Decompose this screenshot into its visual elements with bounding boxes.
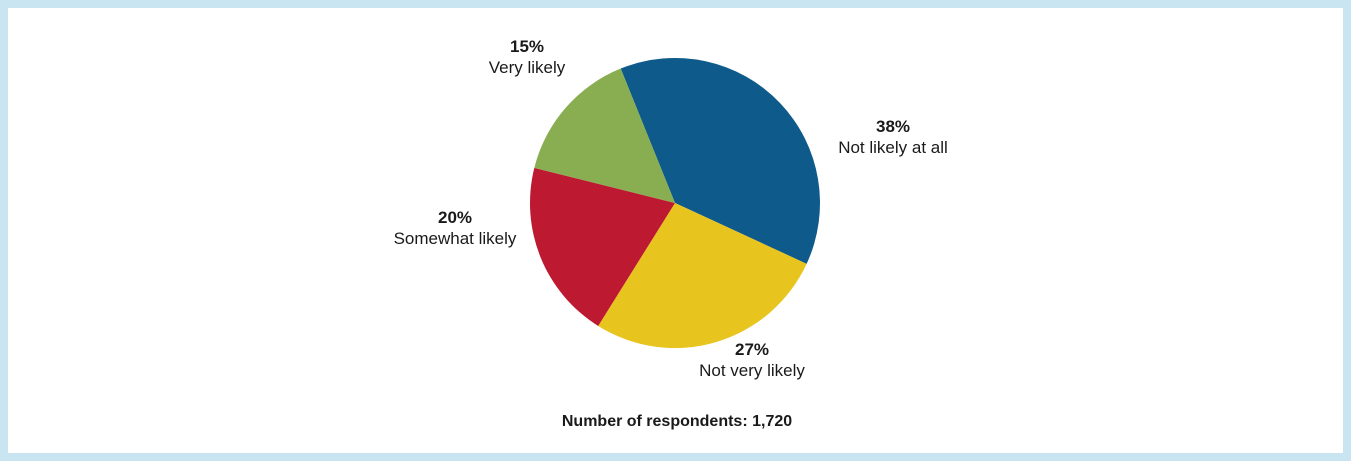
slice-percent-not-very-likely: 27%	[735, 340, 769, 359]
pie-slice-not-likely-at-all	[620, 57, 821, 264]
slice-percent-somewhat-likely: 20%	[438, 208, 472, 227]
pie-slice-not-very-likely	[598, 203, 807, 349]
respondents-note: Number of respondents: 1,720	[562, 413, 792, 430]
slice-percent-not-likely-at-all: 38%	[876, 117, 910, 136]
slice-percent-very-likely: 15%	[510, 37, 544, 56]
pie-slice-somewhat-likely	[530, 167, 675, 326]
pie-slice-very-likely	[534, 68, 675, 203]
slice-label-somewhat-likely: Somewhat likely	[394, 229, 517, 248]
slice-label-very-likely: Very likely	[489, 58, 566, 77]
pie-slices	[530, 57, 821, 349]
slice-label-not-likely-at-all: Not likely at all	[838, 138, 948, 157]
slice-label-not-very-likely: Not very likely	[699, 361, 805, 380]
